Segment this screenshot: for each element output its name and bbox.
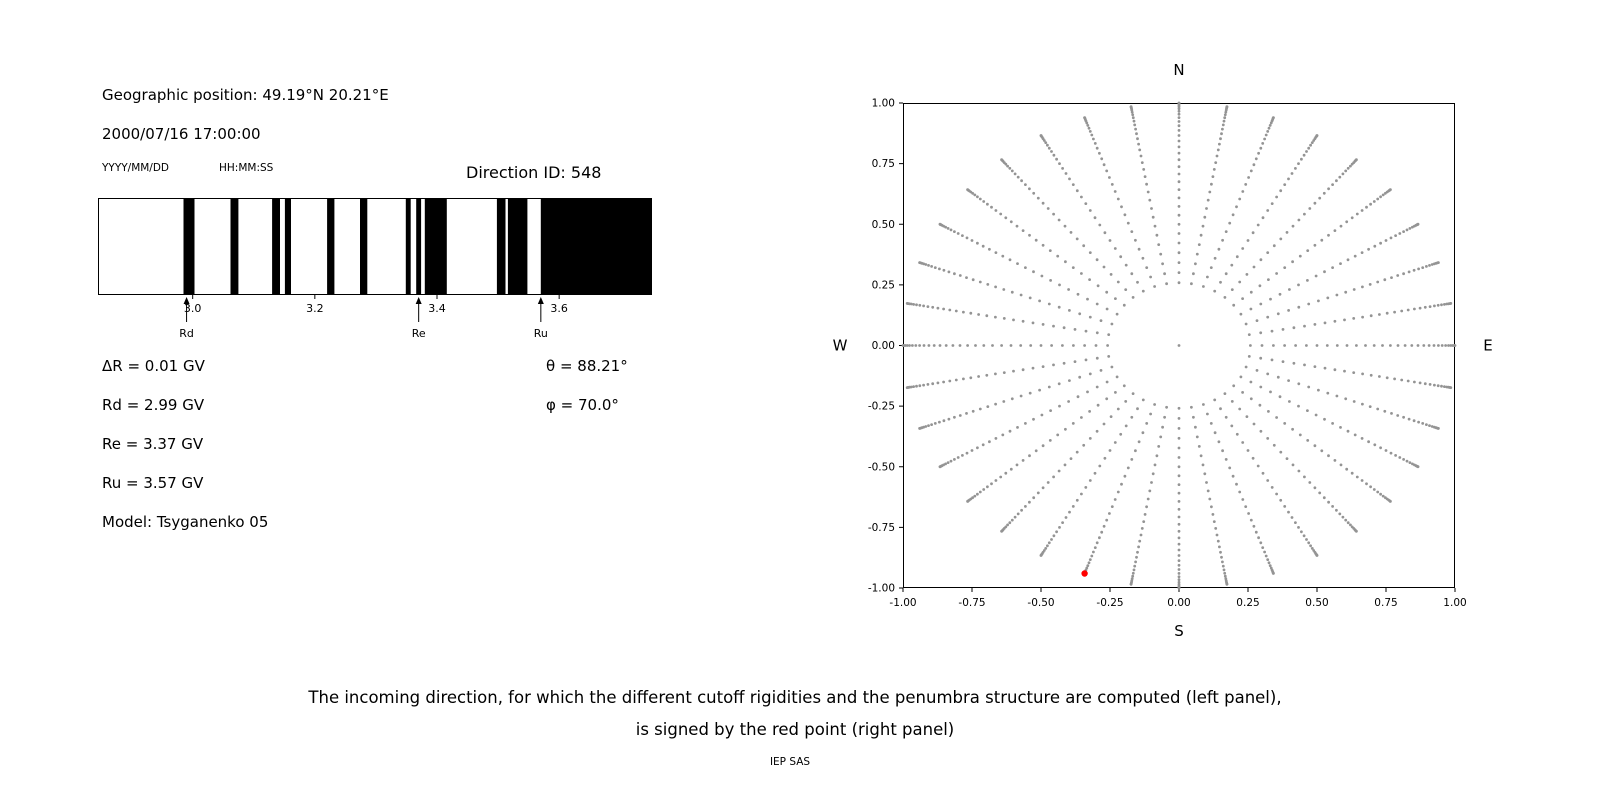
- direction-id: Direction ID: 548: [466, 163, 602, 182]
- svg-text:0.25: 0.25: [872, 279, 895, 291]
- svg-text:0.25: 0.25: [1236, 597, 1259, 609]
- svg-text:0.75: 0.75: [1374, 597, 1397, 609]
- ru-value: Ru = 3.57 GV: [102, 474, 204, 492]
- penumbra-chart: 3.0 3.2 3.4 3.6 Rd Re Ru: [98, 198, 652, 340]
- svg-text:3.2: 3.2: [306, 302, 324, 315]
- svg-text:-0.50: -0.50: [868, 461, 895, 473]
- theta-value: θ = 88.21°: [546, 357, 628, 375]
- model-name: Model: Tsyganenko 05: [102, 513, 269, 531]
- svg-text:0.75: 0.75: [872, 158, 895, 170]
- svg-text:3.0: 3.0: [184, 302, 202, 315]
- delta-r-value: ΔR = 0.01 GV: [102, 357, 205, 375]
- svg-text:0.00: 0.00: [1167, 597, 1190, 609]
- svg-text:S: S: [1174, 622, 1184, 640]
- caption-line-1: The incoming direction, for which the di…: [308, 688, 1282, 707]
- time-format-label: HH:MM:SS: [219, 162, 274, 174]
- caption-line-2: is signed by the red point (right panel): [635, 720, 955, 739]
- svg-text:1.00: 1.00: [872, 98, 895, 110]
- observation-datetime: 2000/07/16 17:00:00: [102, 125, 261, 143]
- rd-value: Rd = 2.99 GV: [102, 396, 205, 414]
- svg-text:-0.25: -0.25: [1096, 597, 1123, 609]
- svg-text:0.50: 0.50: [872, 219, 895, 231]
- direction-plot: -1.00 -0.75 -0.50 -0.25 0.00 0.25 0.50 0.75 1.00…: [833, 61, 1493, 640]
- svg-text:W: W: [833, 337, 848, 355]
- svg-text:0.00: 0.00: [872, 340, 895, 352]
- selected-direction-point: [1081, 570, 1088, 577]
- svg-text:Ru: Ru: [534, 327, 548, 340]
- svg-text:-1.00: -1.00: [889, 597, 916, 609]
- geographic-position: Geographic position: 49.19°N 20.21°E: [102, 86, 389, 104]
- svg-text:0.50: 0.50: [1305, 597, 1328, 609]
- svg-text:-1.00: -1.00: [868, 583, 895, 595]
- re-value: Re = 3.37 GV: [102, 435, 204, 453]
- svg-text:E: E: [1483, 337, 1492, 355]
- svg-text:-0.75: -0.75: [958, 597, 985, 609]
- svg-text:Re: Re: [412, 327, 426, 340]
- svg-text:1.00: 1.00: [1443, 597, 1466, 609]
- svg-text:N: N: [1173, 61, 1184, 79]
- phi-value: φ = 70.0°: [546, 396, 619, 414]
- svg-text:Rd: Rd: [179, 327, 194, 340]
- credit-text: IEP SAS: [769, 756, 811, 768]
- svg-text:3.4: 3.4: [428, 302, 446, 315]
- svg-text:-0.75: -0.75: [868, 522, 895, 534]
- svg-text:3.6: 3.6: [550, 302, 568, 315]
- svg-text:-0.50: -0.50: [1027, 597, 1054, 609]
- date-format-label: YYYY/MM/DD: [102, 162, 170, 174]
- svg-text:-0.25: -0.25: [868, 401, 895, 413]
